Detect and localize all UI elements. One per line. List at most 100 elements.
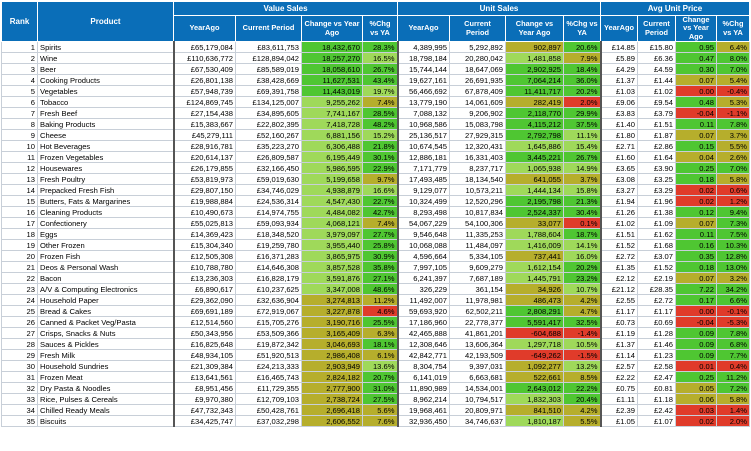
product-cell: Sauces & Pickles — [37, 338, 174, 351]
value-yearago-cell: £21,309,384 — [172, 360, 236, 373]
price-yearago-cell: £1.35 — [599, 261, 638, 274]
product-cell: A/V & Computing Electronics — [37, 283, 174, 296]
value-current-cell: £59,019,630 — [235, 173, 302, 186]
unit-pct-cell: 4.2% — [563, 294, 601, 307]
price-change-cell: -0.04 — [675, 316, 717, 329]
price-pct-cell: 13.0% — [716, 261, 750, 274]
price-current-cell: £1.96 — [637, 195, 676, 208]
product-cell: Fresh Poultry — [37, 173, 174, 186]
product-cell: Frozen Meat — [37, 371, 174, 384]
unit-change-cell: 1,788,604 — [505, 228, 564, 241]
price-pct-cell: 7.8% — [716, 118, 750, 131]
table-row: 12 Housewares £26,179,855 £32,166,450 5,986,… — [1, 162, 750, 175]
unit-change-cell: 1,297,718 — [505, 338, 564, 351]
rank-cell: 29 — [1, 349, 38, 362]
unit-yearago-cell: 8,293,498 — [396, 206, 450, 219]
value-change-cell: 3,979,097 — [301, 228, 363, 241]
price-current-cell: £1.09 — [637, 217, 676, 230]
unit-yearago-cell: 18,798,184 — [396, 52, 450, 65]
unit-yearago-cell: 12,886,181 — [396, 151, 450, 164]
unit-yearago-cell: 10,324,499 — [396, 195, 450, 208]
unit-yearago-cell: 12,308,646 — [396, 338, 450, 351]
value-current-cell: £83,611,753 — [235, 41, 302, 54]
value-change-cell: 4,484,082 — [301, 206, 363, 219]
price-change-cell: 0.18 — [675, 261, 717, 274]
value-change-cell: 4,938,879 — [301, 184, 363, 197]
unit-change-cell: 1,065,938 — [505, 162, 564, 175]
price-yearago-cell: £2.55 — [599, 294, 638, 307]
value-current-cell: £134,125,007 — [235, 96, 302, 109]
value-current-cell: £12,709,103 — [235, 393, 302, 406]
value-pct-cell: 35.8% — [362, 261, 398, 274]
price-yearago-cell: £1.37 — [599, 74, 638, 87]
price-yearago-cell: £1.51 — [599, 228, 638, 241]
unit-pct-cell: 23.2% — [563, 272, 601, 285]
price-pct-cell: 7.3% — [716, 217, 750, 230]
value-change-cell: 6,306,488 — [301, 140, 363, 153]
price-current-cell: £1.51 — [637, 118, 676, 131]
price-yearago-cell: £1.94 — [599, 195, 638, 208]
value-current-cell: £24,213,333 — [235, 360, 302, 373]
value-pct-cell: 16.5% — [362, 52, 398, 65]
unit-current-cell: 12,320,431 — [449, 140, 506, 153]
product-cell: Fresh Milk — [37, 349, 174, 362]
value-yearago-cell: £19,988,884 — [172, 195, 236, 208]
price-change-cell: 0.25 — [675, 371, 717, 384]
rank-cell: 33 — [1, 393, 38, 406]
price-pct-cell: 8.0% — [716, 52, 750, 65]
price-change-cell: 0.18 — [675, 173, 717, 186]
unit-change-cell: 1,832,303 — [505, 393, 564, 406]
price-change-cell: 7.22 — [675, 283, 717, 296]
price-current-cell: £1.18 — [637, 393, 676, 406]
product-cell: Confectionery — [37, 217, 174, 230]
value-pct-cell: 31.0% — [362, 382, 398, 395]
value-yearago-cell: £13,641,561 — [172, 371, 236, 384]
unit-pct-cell: 18.7% — [563, 228, 601, 241]
price-change-cell: 0.47 — [675, 52, 717, 65]
value-pct-cell: 9.7% — [362, 173, 398, 186]
unit-pct-cell: 11.1% — [563, 129, 601, 142]
price-change-cell: 0.09 — [675, 338, 717, 351]
table-body: 1 Spirits £65,179,084 £83,611,753 18,432,670… — [1, 41, 750, 428]
unit-pct-cell: -1.4% — [563, 327, 601, 340]
unit-pct-cell: 16.0% — [563, 250, 601, 263]
unit-change-cell: 2,118,770 — [505, 107, 564, 120]
price-current-cell: £3.29 — [637, 184, 676, 197]
product-cell: Butters, Fats & Margarines — [37, 195, 174, 208]
price-change-cell: 0.11 — [675, 228, 717, 241]
value-pct-cell: 28.5% — [362, 107, 398, 120]
value-yearago-cell: £26,179,855 — [172, 162, 236, 175]
product-cell: Dry Pasta & Noodles — [37, 382, 174, 395]
table-row: 1 Spirits £65,179,084 £83,611,753 18,432,670… — [1, 41, 750, 54]
price-pct-cell: 5.8% — [716, 393, 750, 406]
price-yearago-cell: £0.75 — [599, 382, 638, 395]
price-pct-cell: -5.3% — [716, 316, 750, 329]
price-yearago-cell: £1.02 — [599, 217, 638, 230]
value-yearago-cell: £65,179,084 — [172, 41, 236, 54]
value-pct-cell: 25.8% — [362, 239, 398, 252]
unit-current-header: Current Period — [449, 14, 506, 43]
value-change-cell: 3,165,409 — [301, 327, 363, 340]
unit-change-cell: 2,902,925 — [505, 63, 564, 76]
unit-change-cell: 2,808,291 — [505, 305, 564, 318]
table-row: 15 Butters, Fats & Margarines £19,988,884 £… — [1, 195, 750, 208]
value-current-cell: £51,920,513 — [235, 349, 302, 362]
unit-yearago-cell: 10,068,088 — [396, 239, 450, 252]
price-yearago-cell: £21.12 — [599, 283, 638, 296]
value-pct-cell: 48.2% — [362, 118, 398, 131]
unit-change-cell: 4,115,212 — [505, 118, 564, 131]
value-current-cell: £50,428,761 — [235, 404, 302, 417]
table-row: 6 Tobacco £124,869,745 £134,125,007 9,255,26… — [1, 96, 750, 109]
rank-cell: 8 — [1, 118, 38, 131]
table-row: 9 Cheese £45,279,111 £52,160,267 6,881,156 15… — [1, 129, 750, 142]
value-pct-cell: 15.2% — [362, 129, 398, 142]
price-yearago-cell: £3.08 — [599, 173, 638, 186]
price-pct-cell: 7.0% — [716, 63, 750, 76]
price-pct-cell: 0.6% — [716, 184, 750, 197]
sales-table: Rank Product Value Sales Unit Sales Avg … — [1, 0, 750, 428]
value-yearago-cell: £27,154,438 — [172, 107, 236, 120]
table-row: 11 Frozen Vegetables £20,614,137 £26,809,58… — [1, 151, 750, 164]
unit-change-cell: 7,064,214 — [505, 74, 564, 87]
value-yearago-cell: £8,951,456 — [172, 382, 236, 395]
value-pct-cell: 21.8% — [362, 140, 398, 153]
